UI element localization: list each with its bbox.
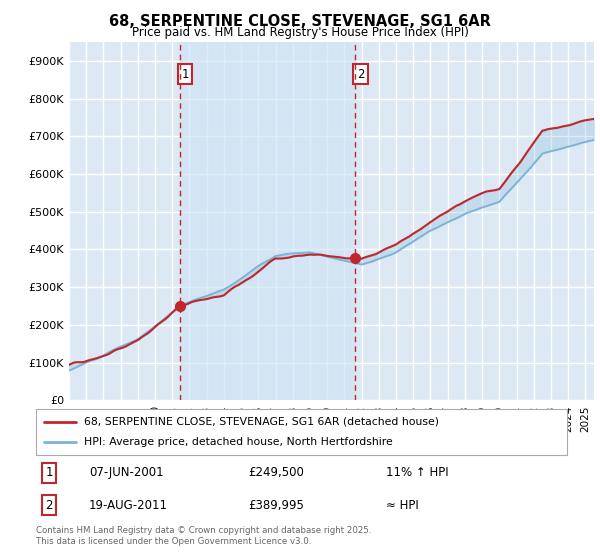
Text: 2: 2 (46, 498, 53, 512)
Text: 68, SERPENTINE CLOSE, STEVENAGE, SG1 6AR: 68, SERPENTINE CLOSE, STEVENAGE, SG1 6AR (109, 14, 491, 29)
Text: 1: 1 (181, 68, 189, 81)
Text: Price paid vs. HM Land Registry's House Price Index (HPI): Price paid vs. HM Land Registry's House … (131, 26, 469, 39)
Bar (180, 42, 355, 400)
Text: 07-JUN-2001: 07-JUN-2001 (89, 466, 164, 479)
Text: 68, SERPENTINE CLOSE, STEVENAGE, SG1 6AR (detached house): 68, SERPENTINE CLOSE, STEVENAGE, SG1 6AR… (84, 417, 439, 427)
Text: 19-AUG-2011: 19-AUG-2011 (89, 498, 168, 512)
Text: £249,500: £249,500 (248, 466, 304, 479)
Text: £389,995: £389,995 (248, 498, 304, 512)
Text: HPI: Average price, detached house, North Hertfordshire: HPI: Average price, detached house, Nort… (84, 437, 392, 447)
Text: ≈ HPI: ≈ HPI (386, 498, 419, 512)
Text: 2: 2 (356, 68, 364, 81)
Text: Contains HM Land Registry data © Crown copyright and database right 2025.
This d: Contains HM Land Registry data © Crown c… (36, 526, 371, 546)
Text: 1: 1 (46, 466, 53, 479)
Text: 11% ↑ HPI: 11% ↑ HPI (386, 466, 449, 479)
